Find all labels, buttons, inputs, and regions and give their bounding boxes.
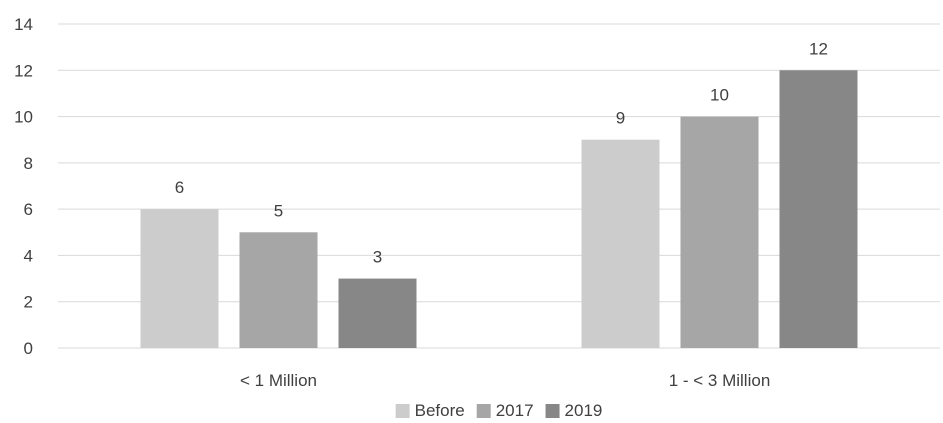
y-tick-label: 14 bbox=[14, 15, 33, 34]
x-axis-category-label: < 1 Million bbox=[240, 371, 317, 390]
legend: Before 2017 2019 bbox=[395, 401, 603, 420]
legend-item: 2017 bbox=[476, 401, 534, 420]
legend-swatch bbox=[545, 404, 560, 418]
legend-label: Before bbox=[415, 401, 465, 420]
data-label: 6 bbox=[175, 178, 184, 197]
y-tick-label: 10 bbox=[14, 108, 33, 127]
bar bbox=[239, 232, 318, 348]
data-label: 12 bbox=[809, 39, 828, 58]
data-label: 10 bbox=[710, 86, 729, 105]
legend-swatch bbox=[476, 404, 491, 418]
y-tick-label: 4 bbox=[24, 246, 33, 265]
y-tick-label: 2 bbox=[24, 293, 33, 312]
data-label: 9 bbox=[616, 109, 625, 128]
y-tick-label: 0 bbox=[24, 339, 33, 358]
x-axis-category-labels: < 1 Million 1 - < 3 Million bbox=[240, 371, 770, 390]
y-tick-label: 12 bbox=[14, 61, 33, 80]
legend-item: 2019 bbox=[545, 401, 603, 420]
bar bbox=[140, 209, 219, 348]
bar bbox=[680, 116, 759, 348]
y-axis-tick-labels: 0 2 4 6 8 10 12 14 bbox=[14, 15, 33, 358]
y-tick-label: 8 bbox=[24, 154, 33, 173]
x-axis-category-label: 1 - < 3 Million bbox=[669, 371, 771, 390]
legend-item: Before bbox=[395, 401, 465, 420]
legend-label: 2017 bbox=[496, 401, 534, 420]
data-label: 5 bbox=[274, 201, 283, 220]
bar bbox=[338, 278, 417, 348]
bar bbox=[779, 70, 858, 349]
legend-swatch bbox=[395, 404, 410, 418]
legend-label: 2019 bbox=[565, 401, 603, 420]
bars bbox=[140, 70, 858, 349]
data-labels: 6 5 3 9 10 12 bbox=[175, 39, 828, 266]
y-tick-label: 6 bbox=[24, 200, 33, 219]
bar bbox=[581, 139, 660, 348]
data-label: 3 bbox=[373, 248, 382, 267]
